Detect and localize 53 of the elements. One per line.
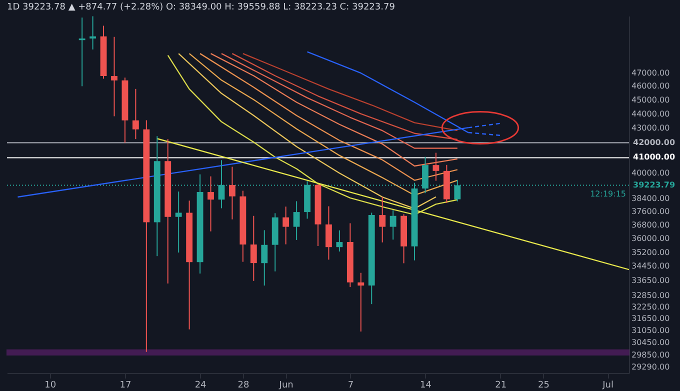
x-tick-label: Jun [278, 380, 294, 390]
candlestick [379, 196, 386, 243]
x-tick-label: 17 [120, 380, 132, 390]
y-tick-label: 32850.00 [632, 291, 670, 300]
x-tick-label: 14 [420, 380, 432, 390]
candlestick [78, 17, 86, 87]
x-tick-label: 7 [348, 380, 354, 390]
x-tick-label: 21 [495, 380, 507, 390]
ref-line-label: 41000.00 [633, 152, 676, 162]
y-tick-label: 43000.00 [632, 124, 670, 133]
candlestick [229, 166, 236, 220]
y-tick-label: 34450.00 [632, 261, 670, 270]
ref-line-label: 39223.79 [633, 180, 676, 190]
y-tick-label: 40000.00 [632, 168, 670, 178]
y-tick-label: 30450.00 [632, 338, 670, 348]
y-tick-label: 31650.00 [632, 314, 670, 324]
y-tick-label: 36800.00 [632, 220, 670, 230]
candlestick [326, 206, 332, 260]
x-tick-label: 10 [44, 380, 56, 390]
annotation: 12:19:15 [590, 189, 626, 198]
y-tick-label: 47000.00 [632, 68, 670, 78]
candlestick [208, 176, 214, 232]
y-tick-label: 38400.00 [632, 194, 670, 203]
candlestick [175, 191, 182, 254]
y-tick-label: 29850.00 [632, 350, 670, 360]
candlestick [432, 152, 440, 182]
y-tick-label: 45000.00 [632, 95, 670, 104]
candlestick [250, 215, 257, 282]
ref-line-label: 42000.00 [633, 138, 676, 147]
candlestick [132, 88, 139, 140]
x-tick-label: 28 [238, 380, 250, 390]
candlestick [90, 16, 96, 50]
candlestick [336, 230, 343, 252]
chart-title: 1D 39223.78 ▲ +874.77 (+2.28%) O: 38349.00 H: 39559.88 L: 38223.23 C: 39223.79 [7, 2, 396, 13]
x-tick-label: Jul [602, 380, 614, 390]
y-tick-label: 33650.00 [632, 276, 670, 286]
y-tick-label: 36000.00 [632, 234, 670, 244]
x-tick-label: 24 [194, 380, 207, 390]
y-tick-label: 29290.00 [632, 362, 670, 372]
candlestick [261, 230, 268, 286]
x-tick-label: 25 [538, 380, 550, 390]
y-tick-label: 35200.00 [632, 248, 670, 258]
candlestick [390, 210, 396, 240]
y-tick-label: 37600.00 [632, 207, 670, 216]
candlestick [282, 206, 290, 245]
y-tick-label: 46000.00 [632, 82, 670, 91]
y-tick-label: 44000.00 [632, 109, 670, 118]
candlestick [293, 200, 300, 240]
line-series [178, 52, 437, 210]
y-tick-label: 32250.00 [632, 302, 670, 312]
candlestick [358, 272, 364, 332]
y-tick-label: 31050.00 [632, 326, 670, 336]
candlestick [111, 36, 118, 117]
